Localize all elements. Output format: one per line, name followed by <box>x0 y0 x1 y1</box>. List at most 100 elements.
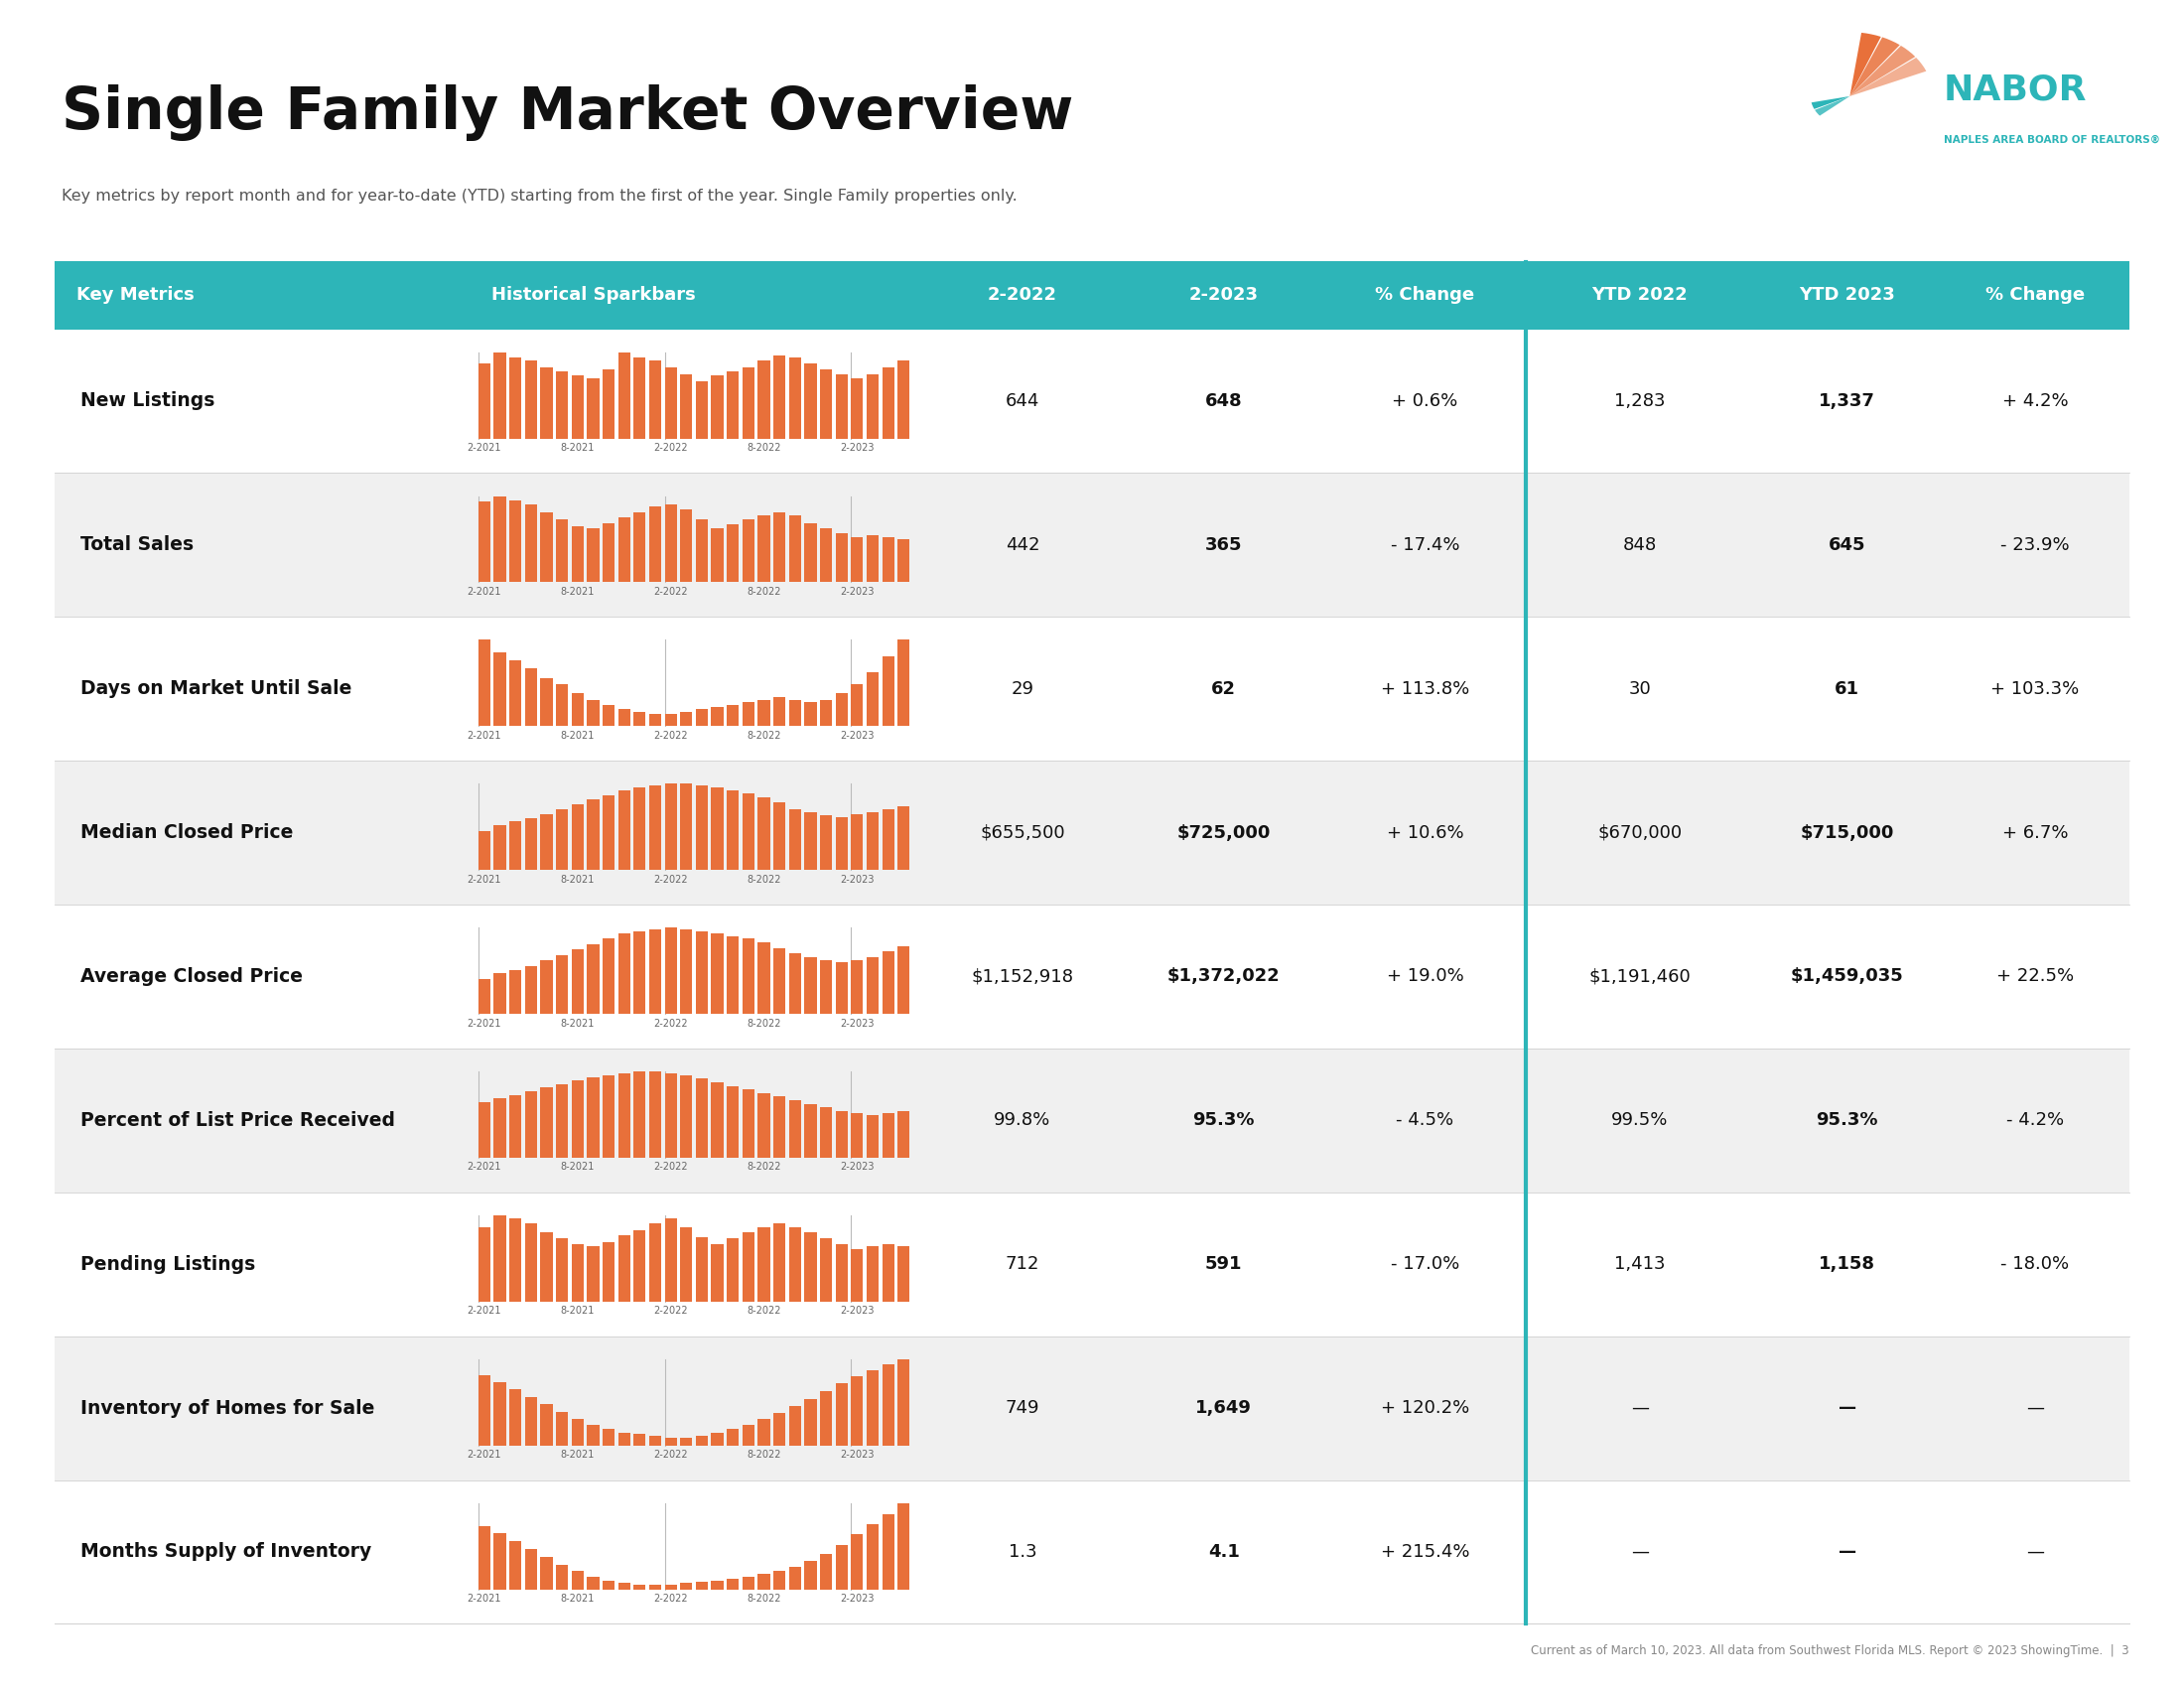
Text: + 10.6%: + 10.6% <box>1387 824 1463 842</box>
Bar <box>758 797 771 869</box>
Bar <box>867 812 878 869</box>
Text: 2-2022: 2-2022 <box>653 1163 688 1171</box>
Bar <box>773 511 786 582</box>
Bar <box>539 1087 553 1158</box>
Text: 8-2022: 8-2022 <box>747 1307 782 1317</box>
Bar <box>898 360 911 439</box>
Text: Single Family Market Overview: Single Family Market Overview <box>61 84 1072 142</box>
Bar <box>494 974 507 1014</box>
Text: —: — <box>1839 1399 1856 1416</box>
Bar <box>867 1246 878 1301</box>
Bar <box>882 952 893 1014</box>
Bar <box>618 1236 631 1301</box>
Bar <box>509 1096 522 1158</box>
Text: 8-2021: 8-2021 <box>561 587 594 598</box>
Text: $670,000: $670,000 <box>1597 824 1682 842</box>
Bar <box>788 954 802 1014</box>
Bar <box>697 381 708 439</box>
Text: + 19.0%: + 19.0% <box>1387 967 1463 986</box>
Bar <box>697 1237 708 1301</box>
Bar <box>494 652 507 726</box>
Bar <box>664 366 677 439</box>
Bar <box>882 1366 893 1445</box>
Bar <box>664 1219 677 1301</box>
Text: 2-2021: 2-2021 <box>467 1163 502 1171</box>
Bar <box>712 1082 723 1158</box>
Bar <box>557 809 568 869</box>
Bar <box>836 1384 847 1445</box>
Bar <box>898 640 911 726</box>
Bar <box>697 1582 708 1590</box>
Bar <box>882 1112 893 1158</box>
Bar <box>679 1227 692 1301</box>
Text: + 6.7%: + 6.7% <box>2003 824 2068 842</box>
Text: 2-2023: 2-2023 <box>1188 287 1258 304</box>
Bar <box>743 702 753 726</box>
Bar <box>494 1099 507 1158</box>
Bar <box>697 1436 708 1445</box>
Bar <box>852 1112 863 1158</box>
Text: + 215.4%: + 215.4% <box>1380 1543 1470 1561</box>
Bar <box>478 1376 491 1445</box>
Text: Key metrics by report month and for year-to-date (YTD) starting from the first o: Key metrics by report month and for year… <box>61 189 1018 204</box>
Text: NAPLES AREA BOARD OF REALTORS®: NAPLES AREA BOARD OF REALTORS® <box>1944 135 2160 145</box>
Bar <box>557 684 568 726</box>
Bar <box>664 928 677 1014</box>
Text: 8-2021: 8-2021 <box>561 1018 594 1028</box>
Bar <box>727 1428 738 1445</box>
Bar <box>55 329 2129 473</box>
Bar <box>819 1553 832 1590</box>
Bar <box>649 1224 662 1301</box>
Bar <box>587 1425 598 1445</box>
Bar <box>882 366 893 439</box>
Bar <box>697 1079 708 1158</box>
Bar <box>712 1244 723 1301</box>
Bar <box>509 1541 522 1590</box>
Bar <box>509 358 522 439</box>
Text: - 4.5%: - 4.5% <box>1396 1111 1455 1129</box>
Bar <box>804 363 817 439</box>
Text: - 23.9%: - 23.9% <box>2001 537 2070 554</box>
Bar <box>618 1074 631 1158</box>
Bar <box>603 1242 614 1301</box>
Text: - 18.0%: - 18.0% <box>2001 1256 2068 1273</box>
Text: $1,152,918: $1,152,918 <box>972 967 1075 986</box>
Bar <box>587 944 598 1014</box>
Bar <box>572 805 583 869</box>
Bar <box>524 668 537 726</box>
Text: 2-2021: 2-2021 <box>467 1018 502 1028</box>
Bar <box>664 505 677 582</box>
Bar <box>478 1102 491 1158</box>
Bar <box>633 1072 646 1158</box>
Text: 2-2022: 2-2022 <box>653 442 688 452</box>
Bar <box>633 358 646 439</box>
Bar <box>478 979 491 1014</box>
Bar <box>633 511 646 582</box>
Bar <box>603 939 614 1014</box>
Bar <box>587 1577 598 1590</box>
Bar <box>55 761 2129 905</box>
Bar <box>494 1533 507 1590</box>
Bar <box>664 783 677 869</box>
Text: 30: 30 <box>1629 680 1651 697</box>
Text: 4.1: 4.1 <box>1208 1543 1241 1561</box>
Text: % Change: % Change <box>1985 287 2086 304</box>
Bar <box>679 1583 692 1590</box>
Bar <box>539 814 553 869</box>
Bar <box>633 1585 646 1590</box>
Bar <box>727 371 738 439</box>
Bar <box>788 1101 802 1158</box>
Bar <box>572 1420 583 1445</box>
Text: $1,372,022: $1,372,022 <box>1166 967 1280 986</box>
Text: 442: 442 <box>1005 537 1040 554</box>
Bar <box>572 692 583 726</box>
Text: New Listings: New Listings <box>81 392 216 410</box>
Text: 1.3: 1.3 <box>1009 1543 1037 1561</box>
Bar <box>758 1420 771 1445</box>
Text: Historical Sparkbars: Historical Sparkbars <box>491 287 697 304</box>
Text: —: — <box>1839 1543 1856 1561</box>
Text: 2-2022: 2-2022 <box>653 874 688 885</box>
Bar <box>898 1359 911 1445</box>
Bar <box>804 1561 817 1590</box>
Text: + 120.2%: + 120.2% <box>1380 1399 1470 1416</box>
